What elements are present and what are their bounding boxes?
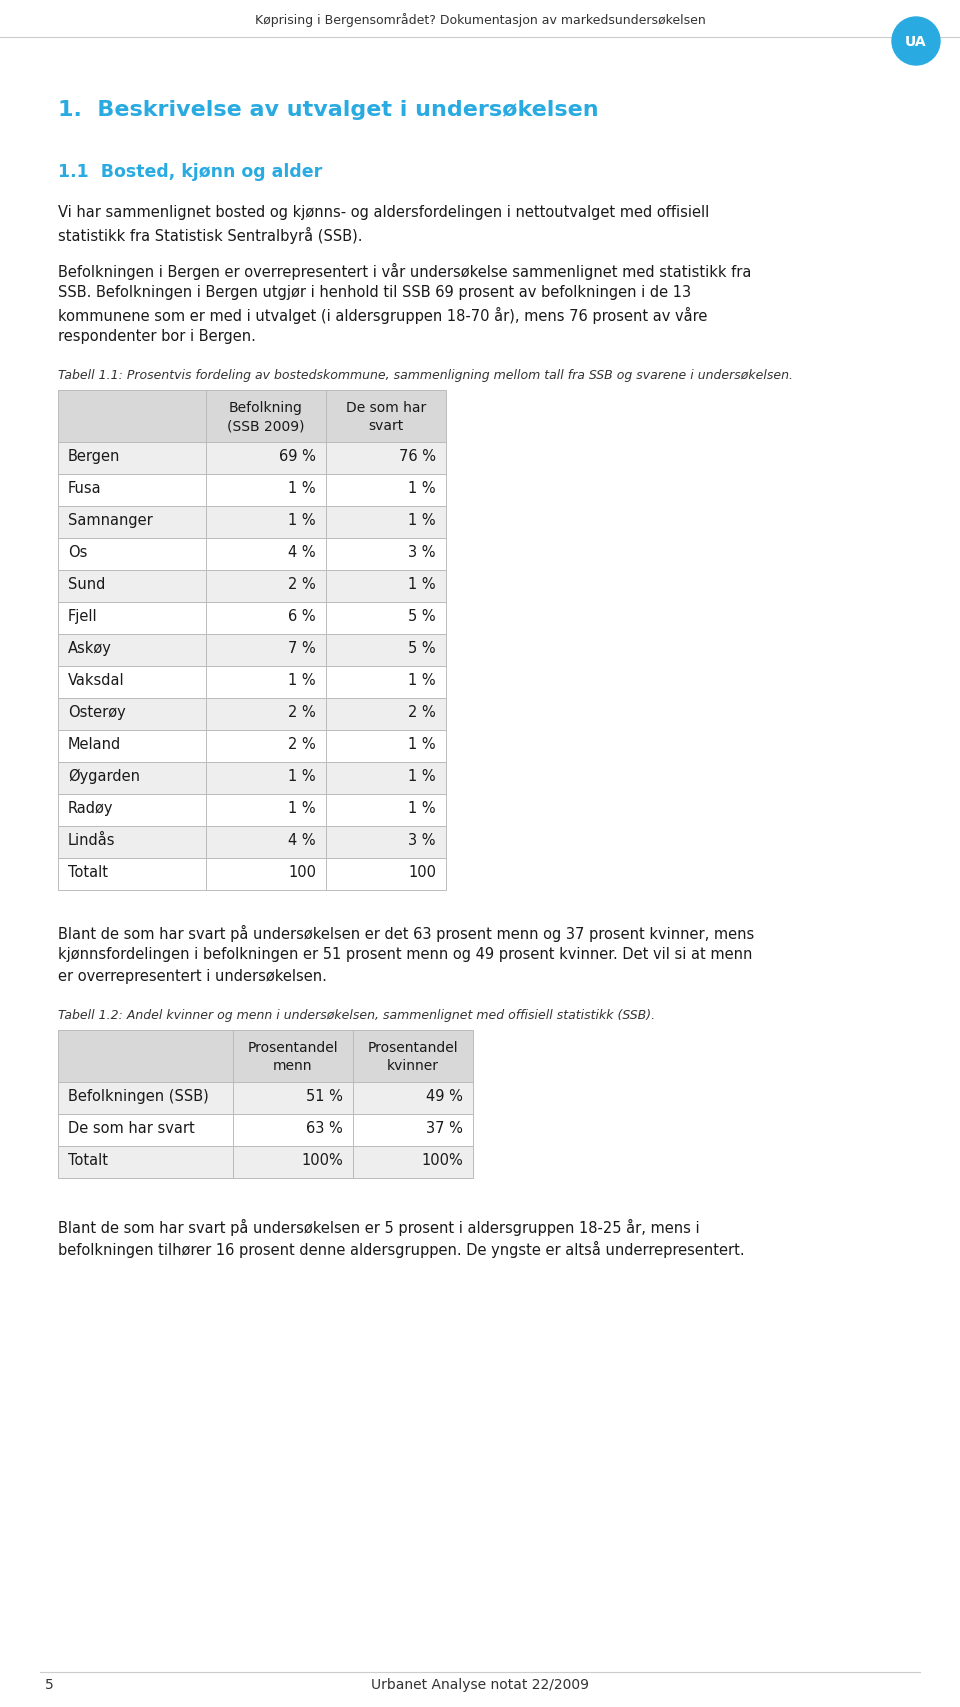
Text: Tabell 1.1: Prosentvis fordeling av bostedskommune, sammenligning mellom tall fr: Tabell 1.1: Prosentvis fordeling av bost… (58, 369, 793, 382)
Bar (58, 1147, 473, 1178)
Text: Meland: Meland (68, 736, 121, 751)
Bar (58, 859, 446, 891)
Bar (58, 1082, 473, 1115)
Text: 1 %: 1 % (288, 801, 316, 816)
Text: Vi har sammenlignet bosted og kjønns- og aldersfordelingen i nettoutvalget med o: Vi har sammenlignet bosted og kjønns- og… (58, 205, 709, 220)
Text: 1 %: 1 % (408, 768, 436, 784)
Bar (58, 603, 446, 635)
Bar (58, 826, 446, 859)
Bar (58, 763, 446, 794)
Text: UA: UA (905, 34, 926, 50)
Text: Totalt: Totalt (68, 1152, 108, 1168)
Text: Øygarden: Øygarden (68, 768, 140, 784)
Text: 76 %: 76 % (399, 449, 436, 464)
Text: Fusa: Fusa (68, 481, 102, 495)
Text: Samnanger: Samnanger (68, 512, 153, 527)
Text: Askøy: Askøy (68, 640, 112, 655)
Text: 6 %: 6 % (288, 609, 316, 623)
Text: 1.  Beskrivelse av utvalget i undersøkelsen: 1. Beskrivelse av utvalget i undersøkels… (58, 101, 599, 119)
Text: Urbanet Analyse notat 22/2009: Urbanet Analyse notat 22/2009 (371, 1676, 589, 1692)
Text: 2 %: 2 % (408, 705, 436, 720)
Text: De som har svart: De som har svart (68, 1120, 195, 1135)
Text: Fjell: Fjell (68, 609, 98, 623)
Bar (58, 539, 446, 570)
Text: 2 %: 2 % (288, 736, 316, 751)
Text: Køprising i Bergensområdet? Dokumentasjon av markedsundersøkelsen: Køprising i Bergensområdet? Dokumentasjo… (254, 14, 706, 27)
Text: 1 %: 1 % (288, 481, 316, 495)
Text: Radøy: Radøy (68, 801, 113, 816)
Text: Blant de som har svart på undersøkelsen er 5 prosent i aldersgruppen 18-25 år, m: Blant de som har svart på undersøkelsen … (58, 1219, 700, 1236)
Bar (58, 794, 446, 826)
Text: Tabell 1.2: Andel kvinner og menn i undersøkelsen, sammenlignet med offisiell st: Tabell 1.2: Andel kvinner og menn i unde… (58, 1009, 655, 1021)
Text: Vaksdal: Vaksdal (68, 673, 125, 688)
Text: 4 %: 4 % (288, 833, 316, 847)
Text: svart: svart (369, 418, 403, 434)
Text: er overrepresentert i undersøkelsen.: er overrepresentert i undersøkelsen. (58, 968, 326, 983)
Text: 1.1  Bosted, kjønn og alder: 1.1 Bosted, kjønn og alder (58, 162, 323, 181)
Text: 1 %: 1 % (288, 512, 316, 527)
Text: 2 %: 2 % (288, 705, 316, 720)
Text: 1 %: 1 % (408, 512, 436, 527)
Text: 1 %: 1 % (288, 673, 316, 688)
Bar (58, 1031, 473, 1082)
Text: Befolkningen (SSB): Befolkningen (SSB) (68, 1089, 208, 1103)
Text: 7 %: 7 % (288, 640, 316, 655)
Text: 5: 5 (45, 1676, 54, 1692)
Text: Sund: Sund (68, 577, 106, 592)
Text: Prosentandel: Prosentandel (248, 1040, 338, 1055)
Text: 2 %: 2 % (288, 577, 316, 592)
Bar (58, 698, 446, 731)
Text: 1 %: 1 % (408, 736, 436, 751)
Text: 100: 100 (408, 864, 436, 879)
Bar (58, 1115, 473, 1147)
Text: 49 %: 49 % (426, 1089, 463, 1103)
Text: 1 %: 1 % (408, 801, 436, 816)
Text: Osterøy: Osterøy (68, 705, 126, 720)
Text: 5 %: 5 % (408, 609, 436, 623)
Bar (58, 442, 446, 475)
Text: SSB. Befolkningen i Bergen utgjør i henhold til SSB 69 prosent av befolkningen i: SSB. Befolkningen i Bergen utgjør i henh… (58, 285, 691, 300)
Text: befolkningen tilhører 16 prosent denne aldersgruppen. De yngste er altså underre: befolkningen tilhører 16 prosent denne a… (58, 1241, 745, 1258)
Text: 100%: 100% (301, 1152, 343, 1168)
Text: statistikk fra Statistisk Sentralbyrå (SSB).: statistikk fra Statistisk Sentralbyrå (S… (58, 227, 363, 244)
Text: Lindås: Lindås (68, 833, 115, 847)
Text: menn: menn (274, 1058, 313, 1072)
Bar (58, 731, 446, 763)
Text: 3 %: 3 % (409, 833, 436, 847)
Bar (58, 570, 446, 603)
Text: 5 %: 5 % (408, 640, 436, 655)
Text: Blant de som har svart på undersøkelsen er det 63 prosent menn og 37 prosent kvi: Blant de som har svart på undersøkelsen … (58, 925, 755, 942)
Text: kjønnsfordelingen i befolkningen er 51 prosent menn og 49 prosent kvinner. Det v: kjønnsfordelingen i befolkningen er 51 p… (58, 946, 753, 961)
Text: 1 %: 1 % (408, 577, 436, 592)
Text: 1 %: 1 % (408, 481, 436, 495)
Text: 1 %: 1 % (288, 768, 316, 784)
Text: Os: Os (68, 545, 87, 560)
Bar (58, 635, 446, 667)
Text: Prosentandel: Prosentandel (368, 1040, 458, 1055)
Bar (58, 475, 446, 507)
Text: kommunene som er med i utvalget (i aldersgruppen 18-70 år), mens 76 prosent av v: kommunene som er med i utvalget (i alder… (58, 307, 708, 324)
Text: 63 %: 63 % (306, 1120, 343, 1135)
Bar (58, 391, 446, 442)
Circle shape (892, 19, 940, 67)
Text: 4 %: 4 % (288, 545, 316, 560)
Text: respondenter bor i Bergen.: respondenter bor i Bergen. (58, 329, 256, 343)
Text: 1 %: 1 % (408, 673, 436, 688)
Bar (58, 507, 446, 539)
Text: kvinner: kvinner (387, 1058, 439, 1072)
Text: 100%: 100% (421, 1152, 463, 1168)
Text: 69 %: 69 % (279, 449, 316, 464)
Text: 3 %: 3 % (409, 545, 436, 560)
Text: 37 %: 37 % (426, 1120, 463, 1135)
Text: 51 %: 51 % (306, 1089, 343, 1103)
Text: Bergen: Bergen (68, 449, 120, 464)
Text: (SSB 2009): (SSB 2009) (228, 418, 304, 434)
Text: Befolkningen i Bergen er overrepresentert i vår undersøkelse sammenlignet med st: Befolkningen i Bergen er overrepresenter… (58, 263, 752, 280)
Bar (58, 667, 446, 698)
Text: Totalt: Totalt (68, 864, 108, 879)
Text: De som har: De som har (346, 401, 426, 415)
Text: 100: 100 (288, 864, 316, 879)
Text: Befolkning: Befolkning (229, 401, 303, 415)
